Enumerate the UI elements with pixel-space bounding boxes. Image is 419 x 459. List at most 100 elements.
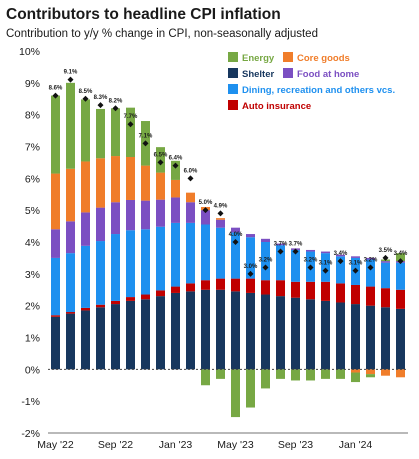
bar-segment-shelter — [126, 300, 135, 370]
headline-cpi-label: 3.0% — [244, 264, 258, 270]
bar-segment-auto-insurance — [66, 312, 75, 314]
bar-segment-auto-insurance — [306, 281, 315, 300]
bar-segment-food-at-home — [261, 238, 270, 242]
headline-cpi-label: 6.0% — [184, 168, 198, 174]
headline-cpi-marker — [142, 140, 149, 147]
bar-segment-core-goods — [171, 179, 180, 198]
bar-segment-auto-insurance — [81, 307, 90, 311]
bar-segment-core-goods — [51, 173, 60, 230]
bar-segment-auto-insurance — [216, 278, 225, 290]
bar-segment-energy — [291, 369, 300, 381]
bar-segment-shelter — [171, 292, 180, 370]
headline-cpi-marker — [337, 258, 344, 265]
bar-segment-core-goods — [351, 369, 360, 373]
headline-cpi-marker — [232, 239, 239, 245]
y-tick-label: 9% — [25, 78, 40, 90]
headline-cpi-marker — [217, 210, 224, 217]
headline-cpi-label: 6.4% — [169, 156, 183, 162]
bar-segment-food-at-home — [186, 202, 195, 223]
headline-cpi-marker — [157, 159, 164, 166]
bar-segment-core-goods — [66, 168, 75, 222]
bar-segment-shelter — [306, 299, 315, 370]
bar-segment-auto-insurance — [336, 283, 345, 303]
y-tick-label: -1% — [21, 396, 40, 408]
bar-segment-core-goods — [81, 161, 90, 213]
y-tick-label: 6% — [25, 173, 40, 185]
bar-segment-core-goods — [396, 369, 405, 378]
headline-cpi-label: 9.1% — [64, 70, 78, 76]
headline-cpi-label: 3.7% — [274, 242, 288, 248]
headline-cpi-marker — [352, 267, 359, 274]
bar-segment-food-at-home — [351, 256, 360, 258]
legend-swatch — [283, 52, 293, 62]
x-tick-label: Sep '22 — [98, 439, 133, 451]
bar-segment-auto-insurance — [246, 278, 255, 293]
x-tick-label: Sep '23 — [278, 439, 313, 451]
bar-segment-core-goods — [186, 192, 195, 203]
chart-title: Contributors to headline CPI inflation — [6, 6, 281, 23]
bar-segment-food-at-home — [306, 249, 315, 252]
headline-cpi-label: 8.6% — [49, 86, 63, 92]
bar-segment-energy — [276, 369, 285, 379]
bar-segment-shelter — [51, 316, 60, 370]
bar-segment-core-goods — [216, 218, 225, 220]
bar-segment-food-at-home — [51, 229, 60, 258]
bar-segment-auto-insurance — [51, 315, 60, 317]
headline-cpi-marker — [202, 207, 209, 214]
bar-segment-auto-insurance — [351, 284, 360, 305]
bar-segment-auto-insurance — [291, 281, 300, 298]
legend-label: Energy — [242, 53, 275, 64]
bar-segment-food-at-home — [111, 202, 120, 235]
headline-cpi-marker — [322, 267, 329, 274]
bar-segment-auto-insurance — [396, 289, 405, 309]
bar-segment-food-at-home — [216, 219, 225, 228]
bar-segment-dining-recreation-and-others-vcs — [141, 229, 150, 295]
bar-segment-shelter — [396, 308, 405, 370]
legend: Energy Core goods Shelter Food at home Dinin… — [228, 52, 395, 112]
headline-cpi-label: 4.0% — [229, 232, 243, 238]
bar-segment-shelter — [291, 297, 300, 370]
bar-segment-dining-recreation-and-others-vcs — [81, 245, 90, 308]
bar-segment-shelter — [81, 310, 90, 370]
bar-segment-core-goods — [126, 157, 135, 200]
y-tick-label: 1% — [25, 333, 40, 345]
bar-segment-shelter — [186, 291, 195, 370]
x-tick-label: May '23 — [217, 439, 254, 451]
bar-segment-dining-recreation-and-others-vcs — [126, 230, 135, 298]
bar-segment-food-at-home — [126, 199, 135, 231]
bar-segment-energy — [81, 99, 90, 162]
bar-segment-auto-insurance — [111, 300, 120, 305]
bar-segment-auto-insurance — [381, 288, 390, 308]
bar-segment-energy — [351, 372, 360, 383]
y-tick-label: 4% — [25, 237, 40, 249]
bar-segment-core-goods — [141, 165, 150, 201]
bar-segment-shelter — [321, 300, 330, 370]
headline-cpi-marker — [397, 258, 404, 265]
bar-segment-food-at-home — [366, 257, 375, 260]
bar-segment-dining-recreation-and-others-vcs — [276, 245, 285, 281]
bar-segment-food-at-home — [141, 200, 150, 230]
headline-cpi-label: 3.1% — [319, 261, 333, 267]
bar-segment-energy — [66, 82, 75, 169]
bar-segment-energy — [231, 369, 240, 418]
bar-segment-dining-recreation-and-others-vcs — [291, 249, 300, 282]
bar-segment-shelter — [261, 294, 270, 370]
y-tick-label: -2% — [21, 428, 40, 440]
bar-segment-energy — [171, 160, 180, 180]
bar-segment-energy — [216, 369, 225, 379]
bar-segment-shelter — [141, 299, 150, 370]
bar-segment-energy — [336, 369, 345, 379]
headline-cpi-label: 7.7% — [124, 114, 138, 120]
legend-swatch — [228, 52, 238, 62]
bar-segment-dining-recreation-and-others-vcs — [111, 234, 120, 301]
bar-segment-dining-recreation-and-others-vcs — [366, 259, 375, 287]
bar-segment-food-at-home — [246, 234, 255, 238]
bar-segment-shelter — [216, 289, 225, 370]
headline-cpi-label: 3.7% — [289, 242, 303, 248]
bar-segment-shelter — [111, 304, 120, 370]
legend-label: Shelter — [242, 69, 275, 80]
bar-segment-energy — [366, 374, 375, 378]
bar-segment-dining-recreation-and-others-vcs — [66, 253, 75, 313]
headline-cpi-label: 3.5% — [379, 248, 393, 254]
bar-segment-food-at-home — [321, 251, 330, 254]
